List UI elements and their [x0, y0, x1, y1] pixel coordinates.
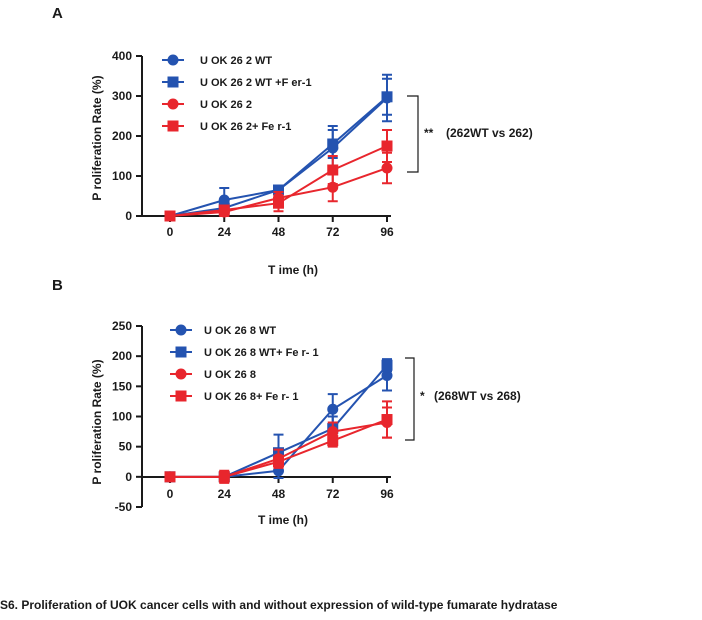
legend-marker — [167, 76, 179, 88]
x-tick-label: 48 — [272, 487, 286, 501]
legend-label: U OK 26 8 WT — [204, 325, 276, 337]
x-tick-label: 96 — [380, 225, 394, 239]
significance-stars-b: * — [420, 389, 425, 403]
significance-note-b: (268WT vs 268) — [434, 389, 521, 403]
data-point — [273, 197, 284, 209]
data-point — [327, 403, 339, 415]
data-point — [218, 204, 230, 216]
chart-panel-b: -50 0 50 100 150 200 250 0 24 48 72 96 U OK 26 8 WT U… — [112, 319, 415, 514]
legend-label: U OK 26 8+ Fe r- 1 — [204, 391, 298, 403]
figure-caption: S6. Proliferation of UOK cancer cells wi… — [0, 598, 558, 612]
data-point — [381, 359, 393, 371]
y-tick-label: 0 — [125, 209, 132, 223]
legend-label: U OK 26 8 WT+ Fe r- 1 — [204, 347, 319, 359]
legend-label: U OK 26 2 — [200, 99, 252, 111]
significance-stars-a: ** — [424, 126, 434, 140]
y-axis-label-a: P roliferation Rate (%) — [90, 75, 104, 200]
y-tick-label: 100 — [112, 169, 132, 183]
significance-note-a: (262WT vs 262) — [446, 126, 533, 140]
y-tick-label: 200 — [112, 129, 132, 143]
legend-label: U OK 26 8 — [204, 369, 256, 381]
y-tick-label: 100 — [112, 410, 132, 424]
data-point — [327, 138, 339, 150]
data-point — [164, 210, 176, 222]
x-tick-label: 24 — [218, 225, 232, 239]
x-tick-label: 24 — [218, 487, 232, 501]
legend-marker — [175, 368, 187, 380]
data-point — [218, 471, 230, 483]
data-point — [327, 435, 339, 447]
chart-panel-a: 0 100 200 300 400 0 24 48 72 96 U OK 26 2 WT U OK 2… — [112, 49, 419, 239]
legend-label: U OK 26 2 WT — [200, 55, 272, 67]
legend-label: U OK 26 2 WT +F er-1 — [200, 77, 312, 89]
y-tick-label: 400 — [112, 49, 132, 63]
y-tick-label: 0 — [125, 470, 132, 484]
significance-bracket — [405, 357, 415, 441]
y-tick-label: 250 — [112, 319, 132, 333]
x-tick-label: 0 — [167, 487, 174, 501]
x-tick-label: 48 — [272, 225, 286, 239]
data-point — [381, 414, 393, 426]
y-tick-label: 200 — [112, 349, 132, 363]
x-tick-label: 0 — [167, 225, 174, 239]
data-point — [381, 162, 393, 174]
legend-label: U OK 26 2+ Fe r-1 — [200, 121, 291, 133]
x-axis-label-a: T ime (h) — [268, 263, 318, 277]
y-tick-label: 150 — [112, 379, 132, 393]
data-point — [273, 184, 284, 196]
data-point — [381, 91, 393, 103]
y-tick-label: -50 — [115, 500, 133, 514]
data-point — [273, 456, 284, 468]
legend-marker — [175, 346, 187, 358]
legend-marker — [167, 54, 179, 66]
x-tick-label: 72 — [326, 487, 340, 501]
y-axis-label-b: P roliferation Rate (%) — [90, 359, 104, 484]
x-tick-label: 72 — [326, 225, 340, 239]
data-point — [327, 164, 339, 176]
y-tick-label: 50 — [119, 440, 133, 454]
x-axis-label-b: T ime (h) — [258, 513, 308, 527]
legend-marker — [175, 324, 187, 336]
legend-marker — [167, 120, 179, 132]
significance-bracket — [407, 95, 419, 173]
x-tick-label: 96 — [380, 487, 394, 501]
y-tick-label: 300 — [112, 89, 132, 103]
panel-letter-b: B — [52, 277, 63, 294]
data-point — [381, 369, 393, 381]
data-point — [164, 471, 176, 483]
legend-marker — [175, 390, 187, 402]
panel-letter-a: A — [52, 5, 63, 22]
data-point — [381, 140, 393, 152]
legend-marker — [167, 98, 179, 110]
